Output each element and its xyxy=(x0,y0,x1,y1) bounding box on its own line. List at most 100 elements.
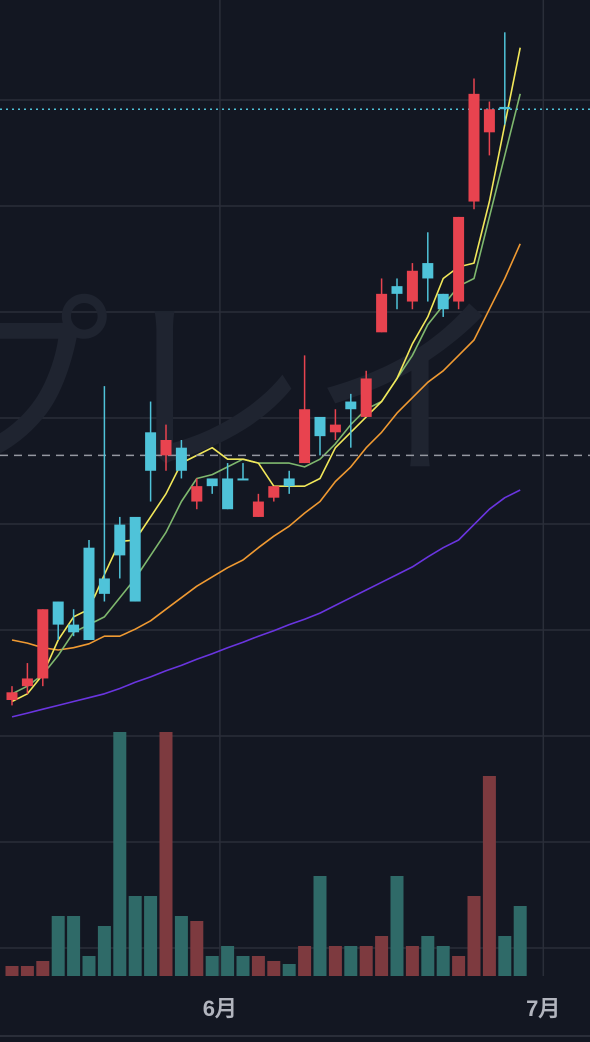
candle xyxy=(175,440,187,479)
candle xyxy=(391,278,403,310)
volume-bar xyxy=(452,956,466,976)
x-tick-label: 6月 xyxy=(203,996,237,1021)
volume-bar xyxy=(282,964,296,976)
volume-bar xyxy=(344,946,358,976)
candle-body xyxy=(406,270,418,302)
candle xyxy=(468,78,480,210)
candle xyxy=(191,478,203,510)
candle-body xyxy=(437,293,449,310)
volume-bar xyxy=(190,921,204,976)
candle xyxy=(329,409,341,440)
candle-body xyxy=(6,692,18,700)
volume-bar xyxy=(375,936,389,976)
candle xyxy=(437,293,449,317)
candle-body xyxy=(145,432,157,471)
candle-body xyxy=(160,440,172,456)
candle-body xyxy=(283,478,295,487)
candle xyxy=(499,32,511,125)
candle xyxy=(37,609,49,687)
candle xyxy=(98,386,110,602)
candle xyxy=(453,216,465,310)
candle-body xyxy=(499,106,511,110)
candle-body xyxy=(222,478,234,510)
candle-body xyxy=(360,378,372,417)
candle xyxy=(222,463,234,510)
candle xyxy=(21,663,33,694)
candle xyxy=(129,516,141,602)
volume-bar xyxy=(421,936,435,976)
volume-bar xyxy=(267,961,281,976)
volume-bar xyxy=(513,906,527,976)
candle-body xyxy=(98,578,110,594)
candle xyxy=(206,478,218,494)
price-reference-lines xyxy=(0,108,590,457)
volume-bar xyxy=(436,946,450,976)
candle xyxy=(6,686,18,706)
candle xyxy=(160,424,172,471)
candle xyxy=(268,486,280,502)
candle-body xyxy=(252,501,264,517)
volume-bar xyxy=(251,956,265,976)
candle xyxy=(299,355,311,464)
candle xyxy=(483,101,495,156)
volume-bar xyxy=(128,896,142,976)
volume-bar xyxy=(51,916,65,976)
moving-average-lines xyxy=(11,47,521,718)
volume-bar xyxy=(467,896,481,976)
ma-mid-line xyxy=(11,93,521,695)
candle xyxy=(345,393,357,448)
x-axis: 6月 7月 xyxy=(0,996,590,1037)
volume-bar xyxy=(97,926,111,976)
ma-short-line xyxy=(11,47,521,703)
volume-bar xyxy=(405,946,419,976)
candle-body xyxy=(391,286,403,294)
candle-body xyxy=(376,293,388,333)
candle-body xyxy=(453,216,465,302)
volume-bar xyxy=(236,956,250,976)
candle-body xyxy=(175,447,187,471)
candle xyxy=(52,601,64,640)
volume-bar xyxy=(144,896,158,976)
volume-bars xyxy=(5,732,527,976)
candle-body xyxy=(345,401,357,410)
volume-bar xyxy=(482,776,496,976)
ma-xlong-line xyxy=(11,489,521,718)
candle xyxy=(360,370,372,417)
candle-body xyxy=(314,416,326,437)
candle xyxy=(422,232,434,302)
candle-body xyxy=(129,516,141,602)
candle xyxy=(314,416,326,456)
candle xyxy=(68,609,80,637)
volume-bar xyxy=(298,946,312,976)
watermark-text: プレイ xyxy=(0,280,510,503)
candle-body xyxy=(268,486,280,498)
volume-bar xyxy=(82,956,96,976)
volume-bar xyxy=(113,732,127,976)
candle-body xyxy=(468,93,480,202)
volume-bar xyxy=(498,936,512,976)
candle-body xyxy=(206,478,218,487)
candlesticks[interactable] xyxy=(6,32,511,706)
ma-long-line xyxy=(11,243,521,651)
candle-body xyxy=(483,109,495,133)
volume-bar xyxy=(359,946,373,976)
volume-bar xyxy=(20,966,34,976)
volume-bar xyxy=(205,956,219,976)
candle-body xyxy=(21,678,33,687)
candle xyxy=(145,401,157,502)
candle xyxy=(83,540,95,640)
candle xyxy=(114,516,126,579)
candle xyxy=(283,470,295,494)
volume-bar xyxy=(328,946,342,976)
candle xyxy=(376,278,388,333)
volume-bar xyxy=(159,732,173,976)
candle-body xyxy=(37,609,49,679)
volume-bar xyxy=(67,916,81,976)
volume-bar xyxy=(221,946,235,976)
candle-body xyxy=(422,263,434,279)
candle-body xyxy=(329,424,341,433)
candle-body xyxy=(83,547,95,640)
candle xyxy=(406,263,418,310)
